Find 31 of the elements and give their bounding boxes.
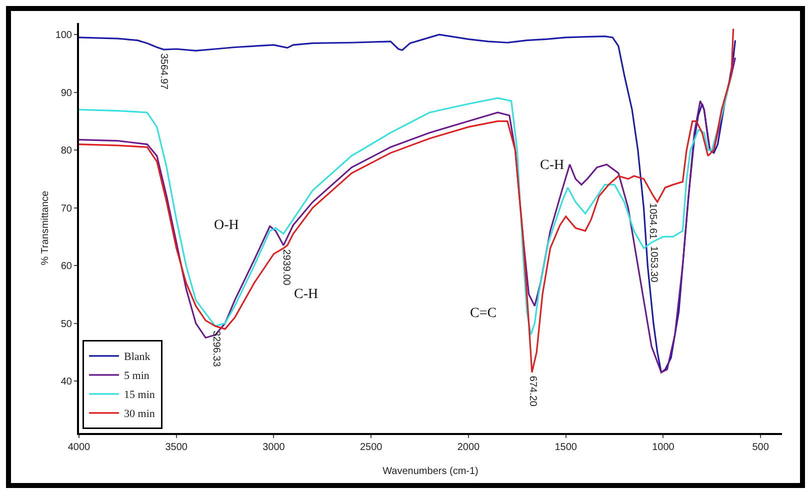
annotation: 674.20 <box>526 376 538 407</box>
annotation: 1054.61 <box>647 203 658 240</box>
y-tick-label: 50 <box>60 318 72 330</box>
y-tick-label: 90 <box>60 88 72 99</box>
legend-label: Blank <box>124 351 151 364</box>
x-tick-label: 3000 <box>262 442 286 453</box>
x-tick-label: 2000 <box>457 442 480 453</box>
x-axis-title: Wavenumbers (cm-1) <box>382 466 478 477</box>
x-tick-label: 4000 <box>68 442 91 453</box>
y-tick-label: 80 <box>60 146 72 157</box>
y-tick-label: 100 <box>55 30 72 42</box>
x-tick-label: 1500 <box>554 442 578 453</box>
y-axis-title: % Transmittance <box>40 190 51 266</box>
x-tick-label: 2500 <box>360 442 383 453</box>
annotation: C-H <box>540 158 564 173</box>
legend-label: 5 min <box>124 370 150 382</box>
legend-label: 30 min <box>124 408 156 420</box>
y-tick-label: 60 <box>60 261 72 272</box>
annotation: 3296.33 <box>210 330 222 368</box>
x-tick-label: 1000 <box>652 442 675 453</box>
legend-label: 15 min <box>124 389 156 402</box>
annotation: C-H <box>294 287 318 302</box>
x-tick-label: 3500 <box>165 442 188 453</box>
annotation: 2939.00 <box>280 249 292 286</box>
annotation: C=C <box>470 306 497 321</box>
y-tick-label: 70 <box>60 203 72 214</box>
annotation: 1053.30 <box>648 246 659 283</box>
annotation: O-H <box>214 218 239 233</box>
x-tick-label: 500 <box>752 442 770 453</box>
annotation: 3564.97 <box>158 53 169 90</box>
y-tick-label: 40 <box>60 376 72 388</box>
